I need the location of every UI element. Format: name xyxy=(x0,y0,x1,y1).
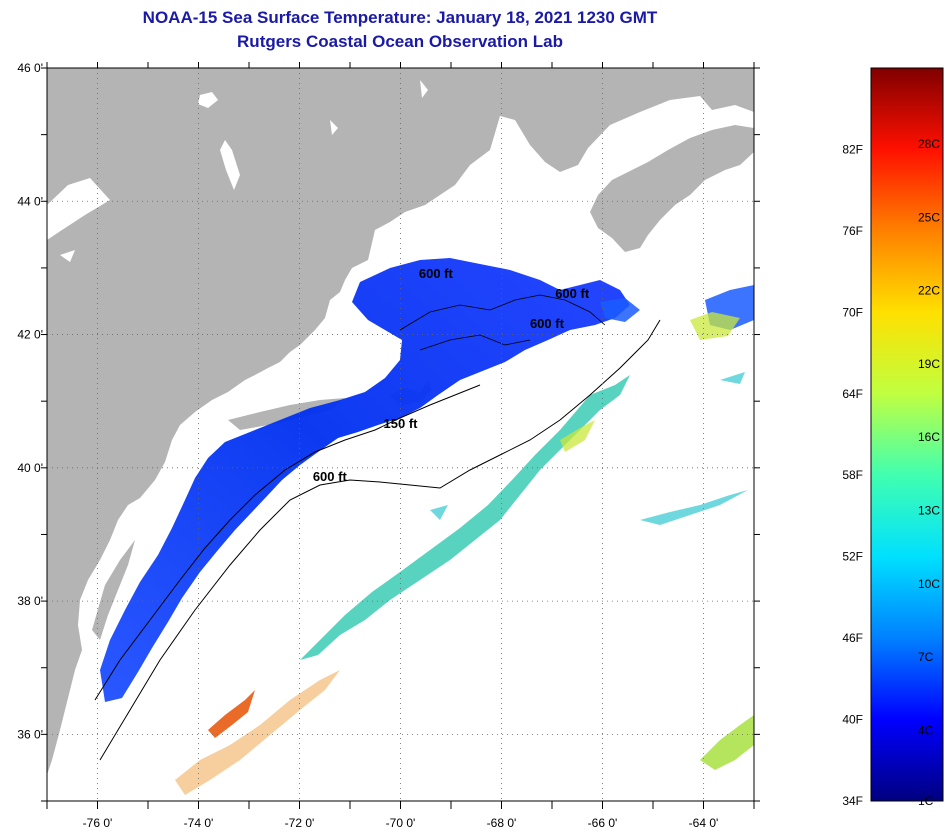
sst-orange-speckle xyxy=(175,670,340,795)
colorbar-c-label: 13C xyxy=(918,504,940,518)
lat-tick-label: 46 0' xyxy=(17,61,43,75)
colorbar-c-label: 22C xyxy=(918,284,940,298)
lon-tick-label: -76 0' xyxy=(83,816,113,830)
colorbar-c-label: 25C xyxy=(918,210,940,224)
sst-warm-patch xyxy=(208,690,255,738)
contour-label: 600 ft xyxy=(555,286,590,301)
lon-tick-label: -68 0' xyxy=(487,816,517,830)
colorbar xyxy=(870,67,944,802)
sst-shelf-water xyxy=(100,258,630,702)
colorbar-f-label: 46F xyxy=(842,631,863,645)
contour-label: 600 ft xyxy=(313,469,348,484)
colorbar-f-label: 70F xyxy=(842,305,863,319)
colorbar-f-label: 64F xyxy=(842,387,863,401)
lon-tick-label: -74 0' xyxy=(184,816,214,830)
sst-gulfstream-core xyxy=(560,312,740,452)
map-subtitle: Rutgers Coastal Ocean Observation Lab xyxy=(237,32,563,51)
map-title: NOAA-15 Sea Surface Temperature: January… xyxy=(142,8,658,27)
contour-label: 600 ft xyxy=(419,266,454,281)
lat-tick-label: 42 0' xyxy=(17,328,43,342)
sst-gulfstream-band xyxy=(300,375,630,660)
colorbar-c-label: 4C xyxy=(918,723,934,737)
lon-tick-label: -66 0' xyxy=(588,816,618,830)
colorbar-c-label: 28C xyxy=(918,137,940,151)
colorbar-c-label: 10C xyxy=(918,577,940,591)
colorbar-f-label: 82F xyxy=(842,142,863,156)
colorbar-f-label: 58F xyxy=(842,468,863,482)
land-delmarva xyxy=(92,540,135,640)
lat-tick-label: 36 0' xyxy=(17,727,43,741)
land-mainland xyxy=(47,68,754,775)
colorbar-f-label: 76F xyxy=(842,224,863,238)
lon-tick-label: -64 0' xyxy=(689,816,719,830)
contour-150ft xyxy=(94,384,481,701)
colorbar-f-label: 34F xyxy=(842,794,863,808)
lon-tick-label: -70 0' xyxy=(386,816,416,830)
colorbar-c-label: 1C xyxy=(918,794,934,808)
colorbar-c-label: 16C xyxy=(918,430,940,444)
colorbar-f-label: 40F xyxy=(842,713,863,727)
lat-tick-label: 44 0' xyxy=(17,194,43,208)
lat-tick-label: 40 0' xyxy=(17,461,43,475)
contour-gulf-of-maine xyxy=(399,294,606,351)
inland-water xyxy=(47,80,428,262)
contour-600ft xyxy=(99,319,661,761)
contour-label: 150 ft xyxy=(384,416,419,431)
land-long-island xyxy=(228,398,345,430)
colorbar-c-label: 7C xyxy=(918,650,934,664)
contour-label: 600 ft xyxy=(530,316,565,331)
graticule xyxy=(47,67,754,801)
sst-se-patch xyxy=(700,715,754,770)
colorbar-c-label: 19C xyxy=(918,357,940,371)
lon-tick-label: -72 0' xyxy=(285,816,315,830)
land-nova-scotia xyxy=(590,125,754,252)
lat-tick-label: 38 0' xyxy=(17,594,43,608)
colorbar-f-label: 52F xyxy=(842,550,863,564)
